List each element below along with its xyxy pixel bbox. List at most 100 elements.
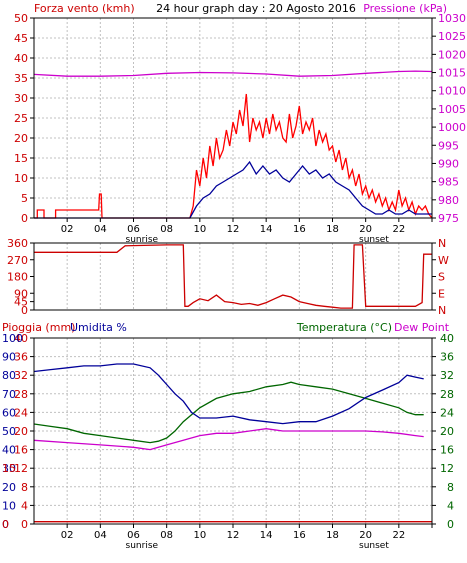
p3-y2tick-label-4: 4 <box>447 499 454 512</box>
p1-xtick-label-22: 22 <box>392 224 405 235</box>
humidity-line <box>33 363 424 425</box>
p1-ytick-label-45: 45 <box>14 32 28 45</box>
wind-average-line <box>34 160 432 219</box>
p1-y2tick-label-1010: 1010 <box>438 85 466 98</box>
p3-xtick-label-16: 16 <box>293 530 306 541</box>
p2-ytick-label-360: 360 <box>7 237 28 250</box>
wind-axis-label: Forza vento (kmh) <box>34 2 135 15</box>
p3-y2tick-label-36: 36 <box>440 351 454 364</box>
p2-rtick-label-1: W <box>438 254 449 267</box>
p2-rtick-label-2: S <box>438 271 445 284</box>
p3-y2tick-label-0: 0 <box>447 518 454 531</box>
p3-humidity-label-10: 100 <box>2 332 23 345</box>
p2-ytick-label-45: 45 <box>14 296 28 309</box>
p3-humidity-label-2: 20 <box>2 481 16 494</box>
p3-humidity-label-6: 60 <box>2 406 16 419</box>
p2-ytick-label-90: 90 <box>14 287 28 300</box>
p1-xtick-label-4: 04 <box>94 224 107 235</box>
p3-humidity-label-1: 10 <box>2 499 16 512</box>
p3-ytick-label-12: 12 <box>14 462 28 475</box>
p3-xtick-label-6: 06 <box>127 530 140 541</box>
p3-y2tick-label-40: 40 <box>440 332 454 345</box>
p3-rain-label-3: 15 <box>2 462 16 475</box>
p3-xtick-label-2: 02 <box>61 530 74 541</box>
p2-rtick-label-0: N <box>438 237 446 250</box>
p1-ytick-label-25: 25 <box>14 112 28 125</box>
p1-xtick-label-6: 06 <box>127 224 140 235</box>
p1-ytick-label-5: 5 <box>21 192 28 205</box>
p1-ytick-label-30: 30 <box>14 92 28 105</box>
wind-gust-line <box>34 93 433 219</box>
p1-ytick-label-20: 20 <box>14 132 28 145</box>
p3-humidity-label-5: 50 <box>2 425 16 438</box>
pressure-line <box>33 70 433 77</box>
p3-y2tick-label-24: 24 <box>440 406 454 419</box>
p1-y2tick-label-980: 980 <box>438 194 459 207</box>
p1-y2tick-label-1020: 1020 <box>438 48 466 61</box>
p3-ytick-label-28: 28 <box>14 388 28 401</box>
p2-rtick-label-3: E <box>438 287 445 300</box>
p1-ytick-label-50: 50 <box>14 12 28 25</box>
p2-rtick-label-4: N <box>438 304 446 317</box>
p1-sub-label-1: sunset <box>359 235 389 245</box>
p1-xtick-label-18: 18 <box>326 224 339 235</box>
humidity-axis-label: Umidita % <box>70 321 127 334</box>
p3-y2tick-label-28: 28 <box>440 388 454 401</box>
p2-ytick-label-270: 270 <box>7 254 28 267</box>
p3-ytick-label-36: 36 <box>14 351 28 364</box>
p1-y2tick-label-1015: 1015 <box>438 67 466 80</box>
p1-y2tick-label-990: 990 <box>438 157 459 170</box>
p3-ytick-label-40: 40 <box>14 332 28 345</box>
p1-sub-label-0: sunrise <box>126 235 159 245</box>
p1-xtick-label-16: 16 <box>293 224 306 235</box>
p3-humidity-label-4: 40 <box>2 444 16 457</box>
p1-xtick-label-12: 12 <box>227 224 240 235</box>
temperature-axis-label: Temperatura (°C) <box>296 321 392 334</box>
p1-xtick-label-10: 10 <box>193 224 206 235</box>
p1-ytick-label-10: 10 <box>14 172 28 185</box>
p3-ytick-label-16: 16 <box>14 444 28 457</box>
p1-y2tick-label-985: 985 <box>438 176 459 189</box>
p3-xtick-label-10: 10 <box>193 530 206 541</box>
p3-xtick-label-4: 04 <box>94 530 107 541</box>
p3-humidity-label-7: 70 <box>2 388 16 401</box>
p3-y2tick-label-8: 8 <box>447 481 454 494</box>
p1-y2tick-label-1000: 1000 <box>438 121 466 134</box>
p1-xtick-label-20: 20 <box>359 224 372 235</box>
p3-ytick-label-32: 32 <box>14 369 28 382</box>
p3-y2tick-label-16: 16 <box>440 444 454 457</box>
p3-xtick-label-18: 18 <box>326 530 339 541</box>
p3-ytick-label-4: 4 <box>21 499 28 512</box>
dewpoint-line <box>33 428 424 451</box>
p3-rain-label-0: 0 <box>2 518 9 531</box>
graph-title: 24 hour graph day : 20 Agosto 2016 <box>156 2 356 15</box>
p3-ytick-label-20: 20 <box>14 425 28 438</box>
p1-xtick-label-14: 14 <box>260 224 273 235</box>
p1-y2tick-label-1005: 1005 <box>438 103 466 116</box>
p3-humidity-label-9: 90 <box>2 351 16 364</box>
p3-xtick-label-20: 20 <box>359 530 372 541</box>
p1-xtick-label-2: 02 <box>61 224 74 235</box>
p1-y2tick-label-975: 975 <box>438 212 459 225</box>
p3-sub-label-1: sunset <box>359 541 389 551</box>
p1-y2tick-label-1025: 1025 <box>438 30 466 43</box>
p2-ytick-label-180: 180 <box>7 271 28 284</box>
p3-xtick-label-14: 14 <box>260 530 273 541</box>
p3-sub-label-0: sunrise <box>126 541 159 551</box>
p1-y2tick-label-995: 995 <box>438 139 459 152</box>
panel-direction-frame <box>33 242 433 311</box>
temperature-line <box>33 381 424 444</box>
p3-xtick-label-12: 12 <box>227 530 240 541</box>
p3-ytick-label-0: 0 <box>21 518 28 531</box>
dewpoint-axis-label: Dew Point <box>394 321 450 334</box>
p3-y2tick-label-20: 20 <box>440 425 454 438</box>
p3-y2tick-label-32: 32 <box>440 369 454 382</box>
rain-axis-label: Pioggia (mm) <box>2 321 75 334</box>
p1-ytick-label-0: 0 <box>21 212 28 225</box>
p3-humidity-label-8: 80 <box>2 369 16 382</box>
p1-xtick-label-8: 08 <box>160 224 173 235</box>
p3-y2tick-label-12: 12 <box>440 462 454 475</box>
wind-direction-line <box>34 244 432 309</box>
